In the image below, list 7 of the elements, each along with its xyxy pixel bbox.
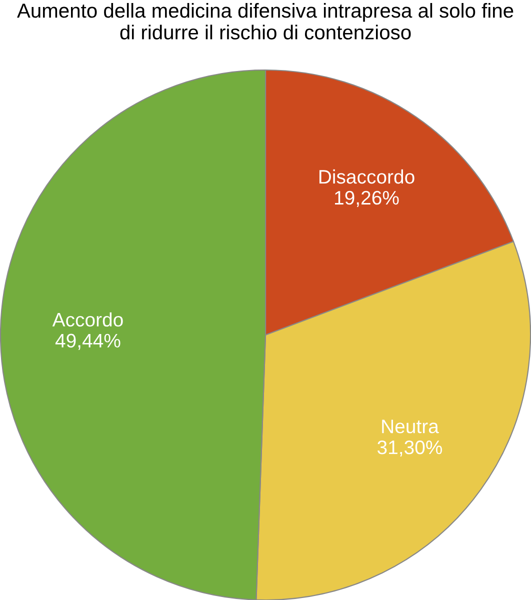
data-label: 31,30% [378,440,442,457]
slice-label: Disaccordo [319,169,414,184]
data-label: 19,26% [335,190,399,207]
slice-label: Neutra [382,420,439,434]
data-label: 49,44% [55,334,120,350]
chart-title: Aumento della medicina difensiva intrapresa al solo fine di ridurre il rischio di contenzioso [17,3,514,40]
slice-label: Accordo [52,312,123,327]
